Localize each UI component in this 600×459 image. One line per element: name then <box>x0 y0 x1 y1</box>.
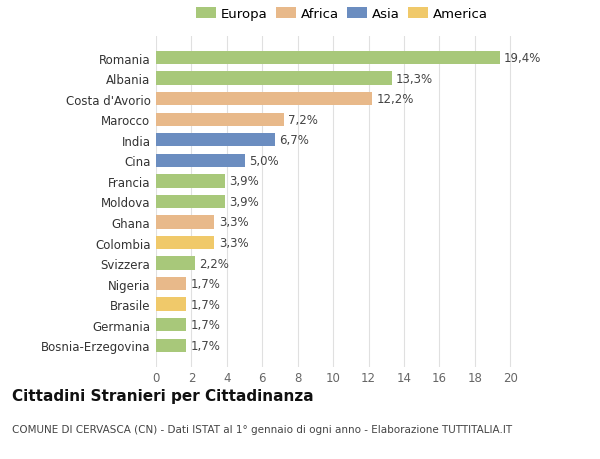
Text: 1,7%: 1,7% <box>191 339 220 352</box>
Bar <box>156 134 275 147</box>
Bar <box>156 52 500 65</box>
Text: 3,9%: 3,9% <box>230 196 259 208</box>
Bar <box>156 277 186 291</box>
Bar <box>156 236 214 250</box>
Text: 1,7%: 1,7% <box>191 278 220 291</box>
Text: 19,4%: 19,4% <box>504 52 541 65</box>
Text: COMUNE DI CERVASCA (CN) - Dati ISTAT al 1° gennaio di ogni anno - Elaborazione T: COMUNE DI CERVASCA (CN) - Dati ISTAT al … <box>12 425 512 435</box>
Text: 1,7%: 1,7% <box>191 298 220 311</box>
Text: 3,9%: 3,9% <box>230 175 259 188</box>
Text: 6,7%: 6,7% <box>279 134 309 147</box>
Text: 7,2%: 7,2% <box>288 113 318 126</box>
Text: 1,7%: 1,7% <box>191 319 220 331</box>
Bar <box>156 72 392 85</box>
Bar <box>156 113 284 127</box>
Text: 3,3%: 3,3% <box>219 216 248 229</box>
Text: 3,3%: 3,3% <box>219 236 248 249</box>
Bar <box>156 319 186 332</box>
Bar <box>156 339 186 352</box>
Bar <box>156 216 214 229</box>
Bar <box>156 195 225 209</box>
Bar <box>156 175 225 188</box>
Legend: Europa, Africa, Asia, America: Europa, Africa, Asia, America <box>193 5 491 23</box>
Bar <box>156 154 245 168</box>
Text: 13,3%: 13,3% <box>396 73 433 85</box>
Bar <box>156 93 372 106</box>
Text: Cittadini Stranieri per Cittadinanza: Cittadini Stranieri per Cittadinanza <box>12 388 314 403</box>
Bar <box>156 298 186 311</box>
Text: 12,2%: 12,2% <box>377 93 414 106</box>
Bar <box>156 257 195 270</box>
Text: 2,2%: 2,2% <box>199 257 229 270</box>
Text: 5,0%: 5,0% <box>249 155 278 168</box>
